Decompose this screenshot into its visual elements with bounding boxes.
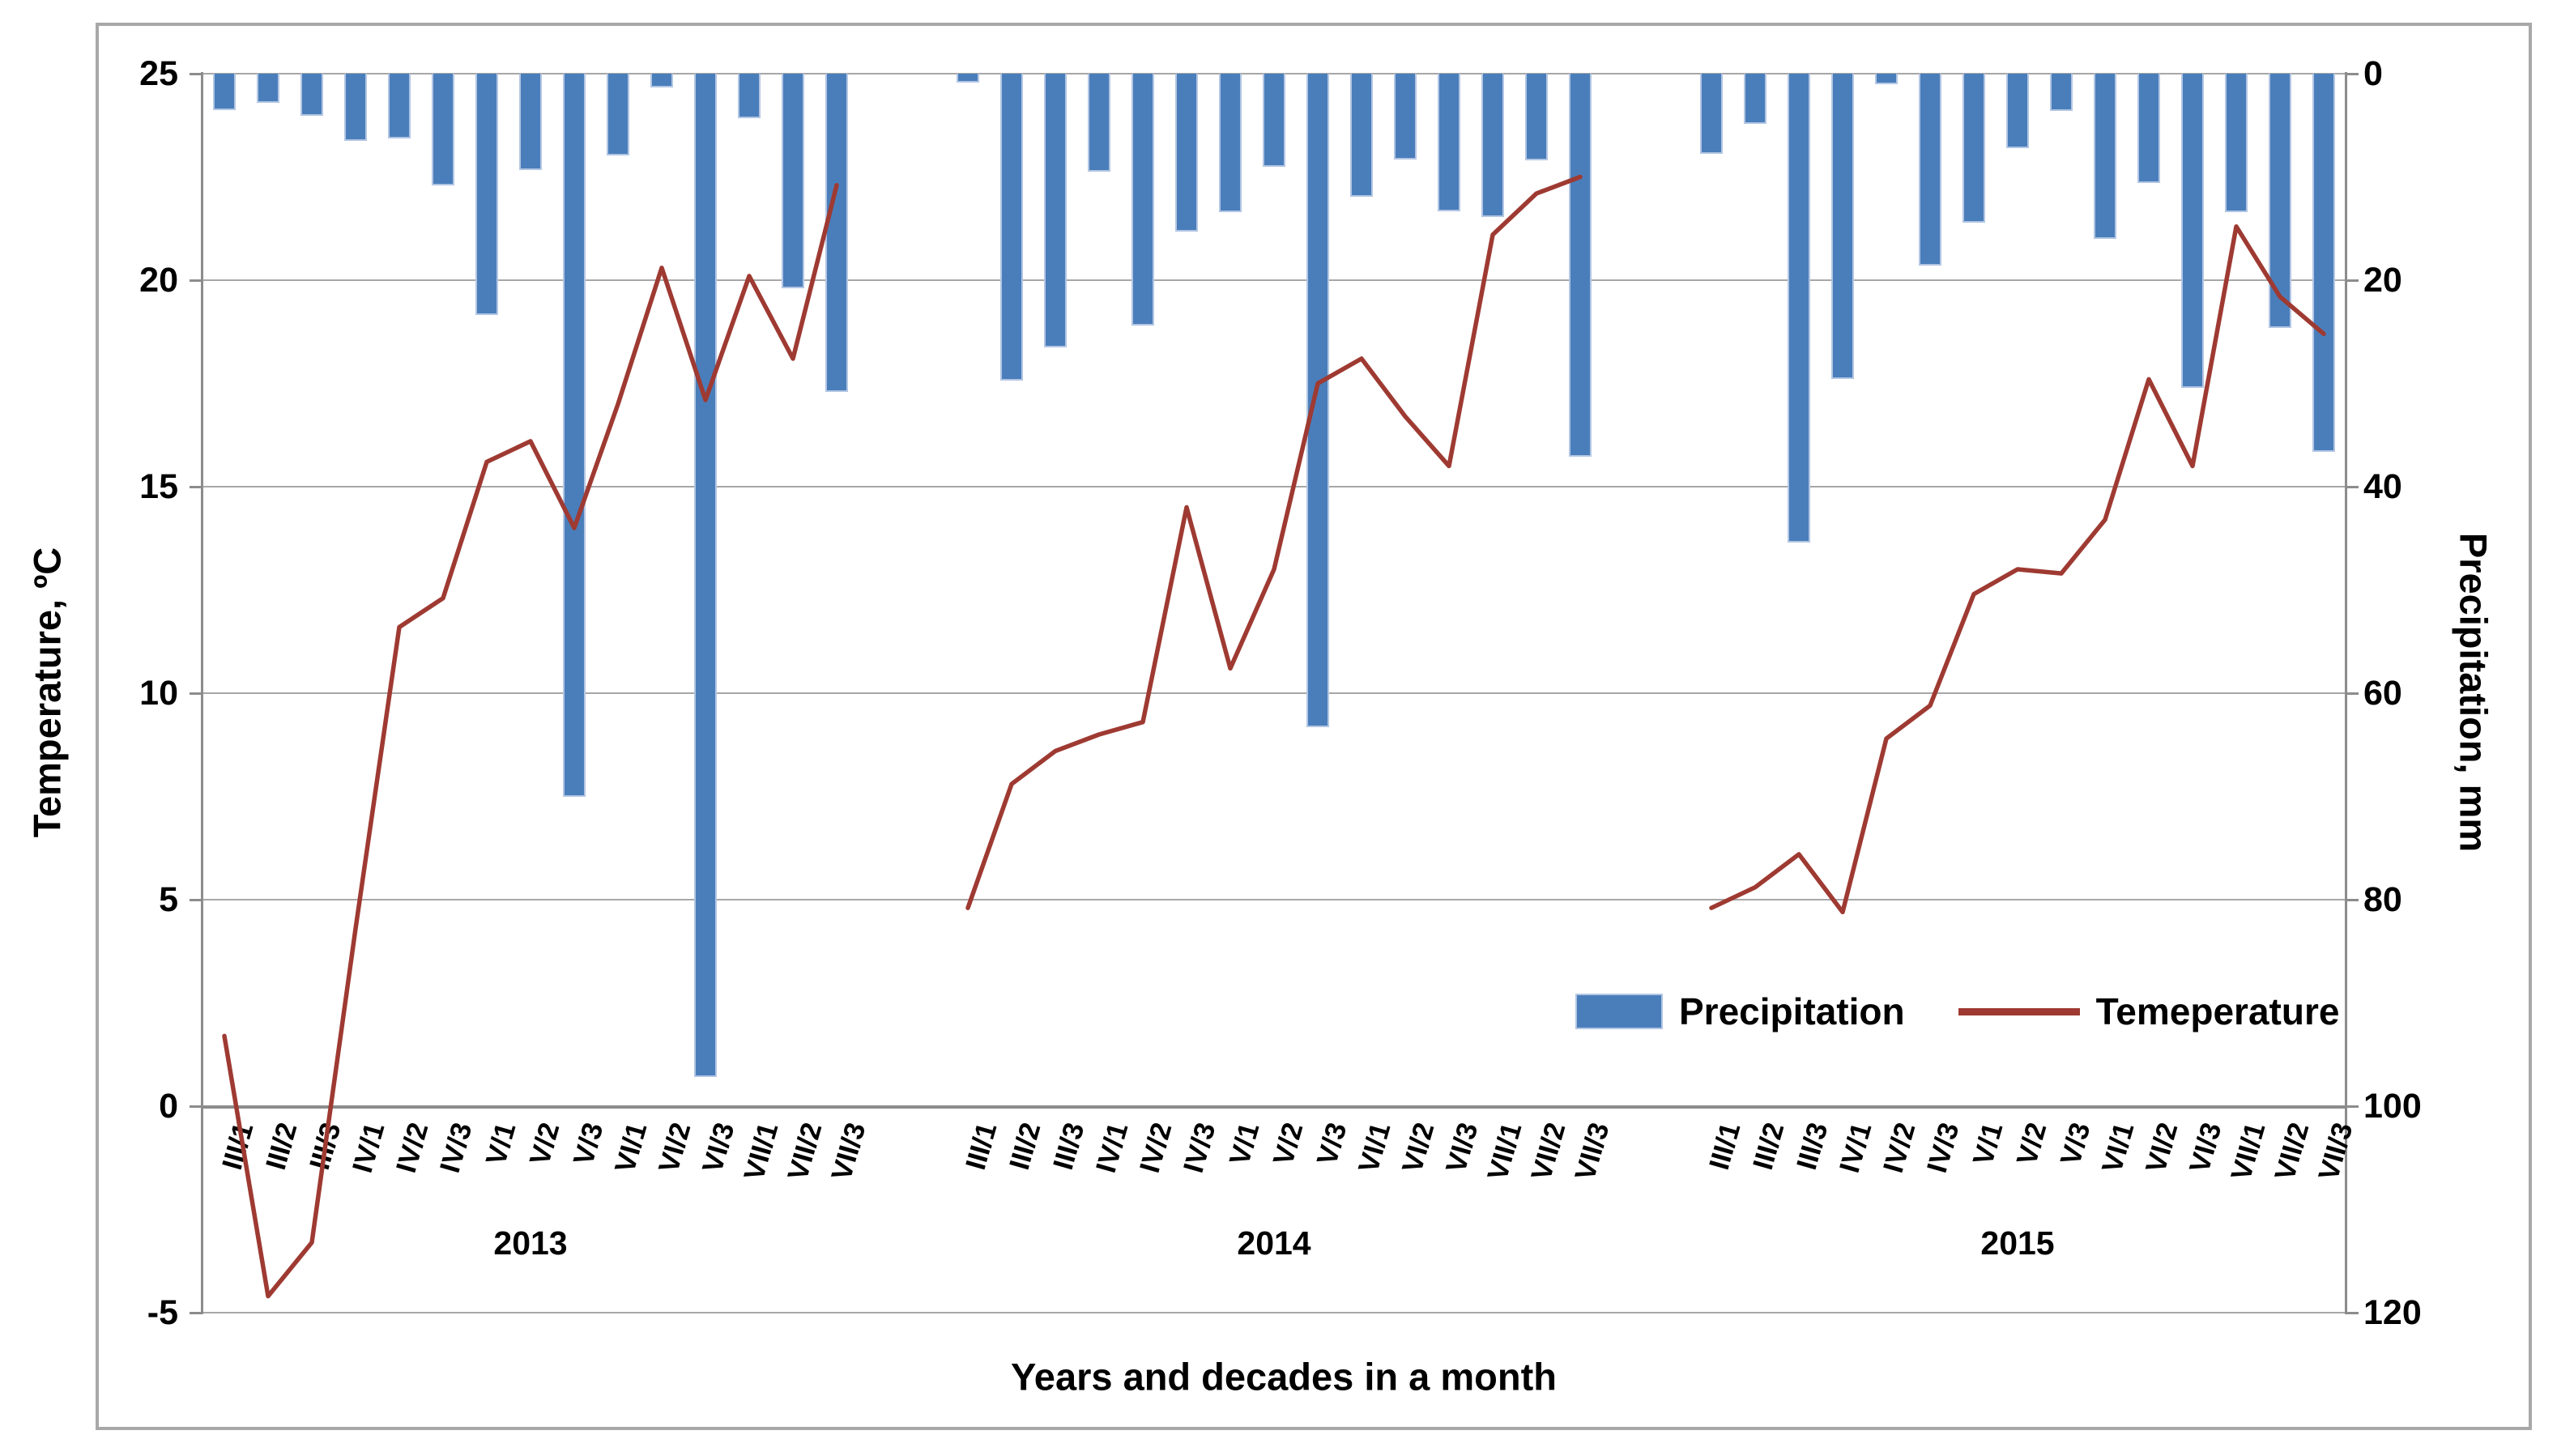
gridline bbox=[202, 692, 2346, 694]
precipitation-bar bbox=[1131, 74, 1154, 326]
right-axis-tick-label: 20 bbox=[2363, 261, 2402, 300]
precipitation-bar bbox=[1263, 74, 1285, 167]
legend-label-temperature: Temeperature bbox=[2095, 990, 2340, 1032]
precipitation-bar bbox=[257, 74, 279, 103]
precipitation-bar bbox=[1219, 74, 1242, 212]
precipitation-bar bbox=[2225, 74, 2248, 212]
precipitation-bar bbox=[694, 74, 717, 1078]
right-tick-mark bbox=[2346, 692, 2359, 695]
precipitation-bar bbox=[519, 74, 542, 170]
right-axis-tick-label: 40 bbox=[2363, 467, 2402, 506]
precipitation-bar bbox=[1919, 74, 1941, 266]
gridline bbox=[202, 279, 2346, 281]
right-tick-mark bbox=[2346, 1312, 2359, 1314]
precipitation-bar bbox=[1831, 74, 1854, 380]
precipitation-bar bbox=[607, 74, 629, 155]
left-tick-mark bbox=[190, 692, 202, 695]
left-tick-mark bbox=[190, 899, 202, 901]
right-axis-tick-label: 100 bbox=[2363, 1087, 2422, 1126]
right-tick-mark bbox=[2346, 279, 2359, 282]
precipitation-bar bbox=[1700, 74, 1723, 155]
precipitation-bar bbox=[2094, 74, 2116, 239]
left-tick-mark bbox=[190, 486, 202, 488]
right-axis-tick-label: 80 bbox=[2363, 880, 2402, 919]
x-axis-title: Years and decades in a month bbox=[1011, 1355, 1557, 1399]
precipitation-bar bbox=[344, 74, 367, 141]
precipitation-bar bbox=[2050, 74, 2073, 111]
right-axis-tick-label: 120 bbox=[2363, 1293, 2422, 1332]
year-label: 2014 bbox=[1237, 1224, 1311, 1262]
left-axis-tick-label: 5 bbox=[159, 880, 178, 919]
left-axis-tick-label: -5 bbox=[147, 1293, 178, 1332]
precipitation-bar bbox=[1088, 74, 1110, 172]
left-axis-title: Temperature, ºC bbox=[25, 547, 69, 838]
precipitation-bar bbox=[1306, 74, 1329, 728]
legend: Precipitation Temeperature bbox=[1575, 990, 2339, 1033]
precipitation-bar bbox=[1394, 74, 1417, 160]
precipitation-bar bbox=[1875, 74, 1898, 84]
precipitation-bar bbox=[1438, 74, 1460, 211]
year-label: 2013 bbox=[493, 1224, 568, 1262]
left-axis-tick-label: 20 bbox=[139, 261, 178, 300]
right-tick-mark bbox=[2346, 73, 2359, 75]
left-tick-mark bbox=[190, 1105, 202, 1108]
right-axis-title: Precipitation, mm bbox=[2452, 532, 2495, 853]
left-tick-mark bbox=[190, 1312, 202, 1314]
precipitation-bar bbox=[738, 74, 761, 118]
precipitation-bar bbox=[563, 74, 586, 797]
left-axis-line bbox=[201, 72, 203, 1314]
gridline bbox=[202, 1312, 2346, 1313]
temperature-line-series bbox=[222, 174, 2326, 1299]
precipitation-bar bbox=[1569, 74, 1592, 458]
year-label: 2015 bbox=[1980, 1224, 2055, 1262]
precipitation-bar bbox=[2181, 74, 2204, 388]
temperature-line-2013 bbox=[222, 182, 839, 1299]
precipitation-bar bbox=[388, 74, 411, 139]
left-tick-mark bbox=[190, 73, 202, 75]
precipitation-bar bbox=[1044, 74, 1067, 347]
precipitation-bar bbox=[213, 74, 236, 110]
temperature-line-icon bbox=[1958, 1007, 2080, 1015]
precipitation-bar bbox=[1744, 74, 1766, 125]
left-axis-tick-label: 25 bbox=[139, 54, 178, 93]
precipitation-bar bbox=[782, 74, 804, 289]
gridline bbox=[202, 899, 2346, 900]
temperature-line-2015 bbox=[1709, 224, 2326, 915]
right-tick-mark bbox=[2346, 1105, 2359, 1108]
precipitation-bar bbox=[957, 74, 979, 83]
right-axis-tick-label: 0 bbox=[2363, 54, 2383, 93]
precipitation-bar bbox=[1525, 74, 1548, 161]
right-axis-tick-label: 60 bbox=[2363, 674, 2402, 713]
gridline bbox=[202, 486, 2346, 487]
gridline bbox=[202, 1105, 2346, 1109]
precipitation-bar bbox=[475, 74, 498, 316]
left-axis-tick-label: 0 bbox=[159, 1087, 178, 1126]
right-axis-line bbox=[2345, 72, 2347, 1314]
precipitation-bar bbox=[1350, 74, 1373, 197]
right-tick-mark bbox=[2346, 899, 2359, 901]
left-axis-tick-label: 15 bbox=[139, 467, 178, 506]
precipitation-bar bbox=[1788, 74, 1810, 543]
precipitation-bar bbox=[1175, 74, 1198, 232]
right-tick-mark bbox=[2346, 486, 2359, 488]
precipitation-bar bbox=[1481, 74, 1504, 218]
precipitation-bar bbox=[2006, 74, 2029, 148]
precipitation-swatch-icon bbox=[1575, 994, 1663, 1029]
left-axis-tick-label: 10 bbox=[139, 674, 178, 713]
legend-label-precipitation: Precipitation bbox=[1679, 990, 1905, 1032]
precipitation-bar bbox=[1000, 74, 1023, 381]
precipitation-bar bbox=[432, 74, 454, 185]
precipitation-bar bbox=[300, 74, 323, 117]
precipitation-bar bbox=[1962, 74, 1985, 223]
precipitation-bar bbox=[2312, 74, 2335, 452]
precipitation-bar bbox=[2137, 74, 2160, 184]
temperature-line-2014 bbox=[965, 174, 1583, 910]
precipitation-bar bbox=[650, 74, 673, 87]
left-tick-mark bbox=[190, 279, 202, 282]
